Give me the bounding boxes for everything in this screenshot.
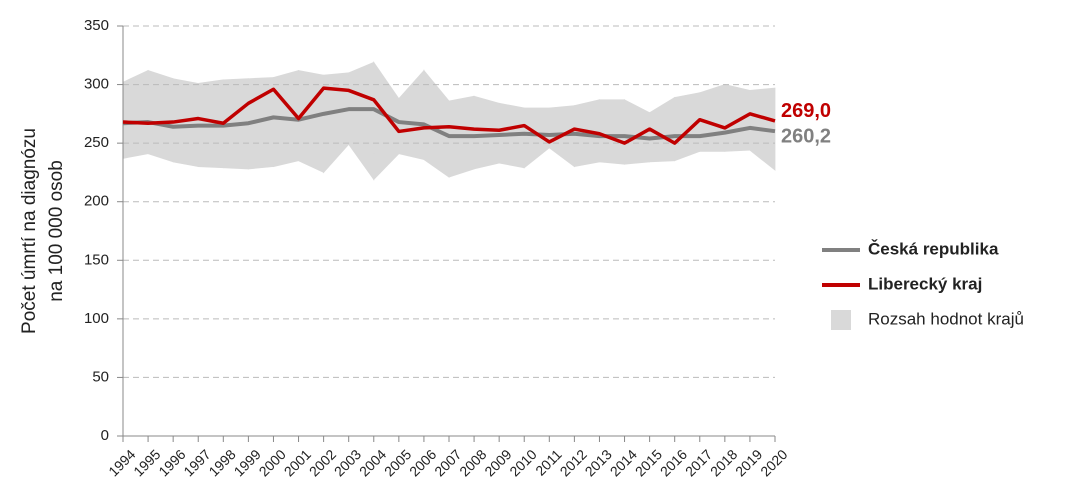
x-tick-label: 2020 [757,446,790,479]
end-value-label: 260,2 [781,125,831,147]
x-tick-label: 2004 [356,446,389,479]
x-tick-label: 2000 [256,446,289,479]
legend-label: Rozsah hodnot krajů [868,309,1024,328]
x-tick-label: 1998 [205,446,238,479]
x-tick-label: 2015 [632,446,665,479]
range-band [699,84,726,152]
x-tick-label: 2009 [481,446,514,479]
x-tick-label: 2018 [707,446,740,479]
y-axis-label: na 100 000 osob [46,160,67,302]
x-tick-label: 2005 [381,446,414,479]
x-tick-label: 1996 [155,446,188,479]
y-tick-label: 200 [84,193,109,210]
legend-label: Liberecký kraj [868,274,982,293]
end-value-label: 269,0 [781,100,831,122]
x-tick-label: 2001 [281,446,314,479]
series-line [122,86,776,145]
x-tick-label: 1995 [130,446,163,479]
legend-swatch [831,310,851,330]
x-tick-label: 2012 [557,446,590,479]
range-band [599,99,625,165]
range-band [298,70,325,174]
x-tick-label: 2017 [682,446,715,479]
range-band [348,61,375,181]
range-band [674,92,701,162]
x-tick-label: 2006 [406,446,439,479]
x-tick-label: 2013 [582,446,615,479]
range-band [473,95,500,170]
x-tick-label: 2002 [306,446,339,479]
x-tick-label: 2014 [607,446,640,479]
legend-label: Česká republika [868,239,999,258]
y-tick-label: 150 [84,251,109,268]
x-tick-label: 1999 [231,446,264,479]
y-tick-label: 300 [84,76,109,93]
y-tick-label: 50 [92,368,109,385]
x-tick-label: 2010 [506,446,539,479]
range-band [398,69,425,161]
x-tick-label: 2003 [331,446,364,479]
x-tick-label: 2007 [431,446,464,479]
y-tick-label: 350 [84,17,109,34]
range-band [423,69,450,178]
x-tick-label: 2011 [532,446,565,479]
y-tick-label: 250 [84,134,109,151]
x-tick-label: 1997 [180,446,213,479]
x-tick-label: 1994 [105,446,138,479]
range-band [147,69,174,163]
x-tick-label: 2016 [657,446,690,479]
y-tick-label: 0 [101,427,109,444]
x-tick-label: 2008 [456,446,489,479]
x-tick-label: 2019 [732,446,765,479]
y-tick-label: 100 [84,310,109,327]
range-band [122,69,149,159]
y-axis-label: Počet úmrtí na diagnózu [19,128,40,334]
